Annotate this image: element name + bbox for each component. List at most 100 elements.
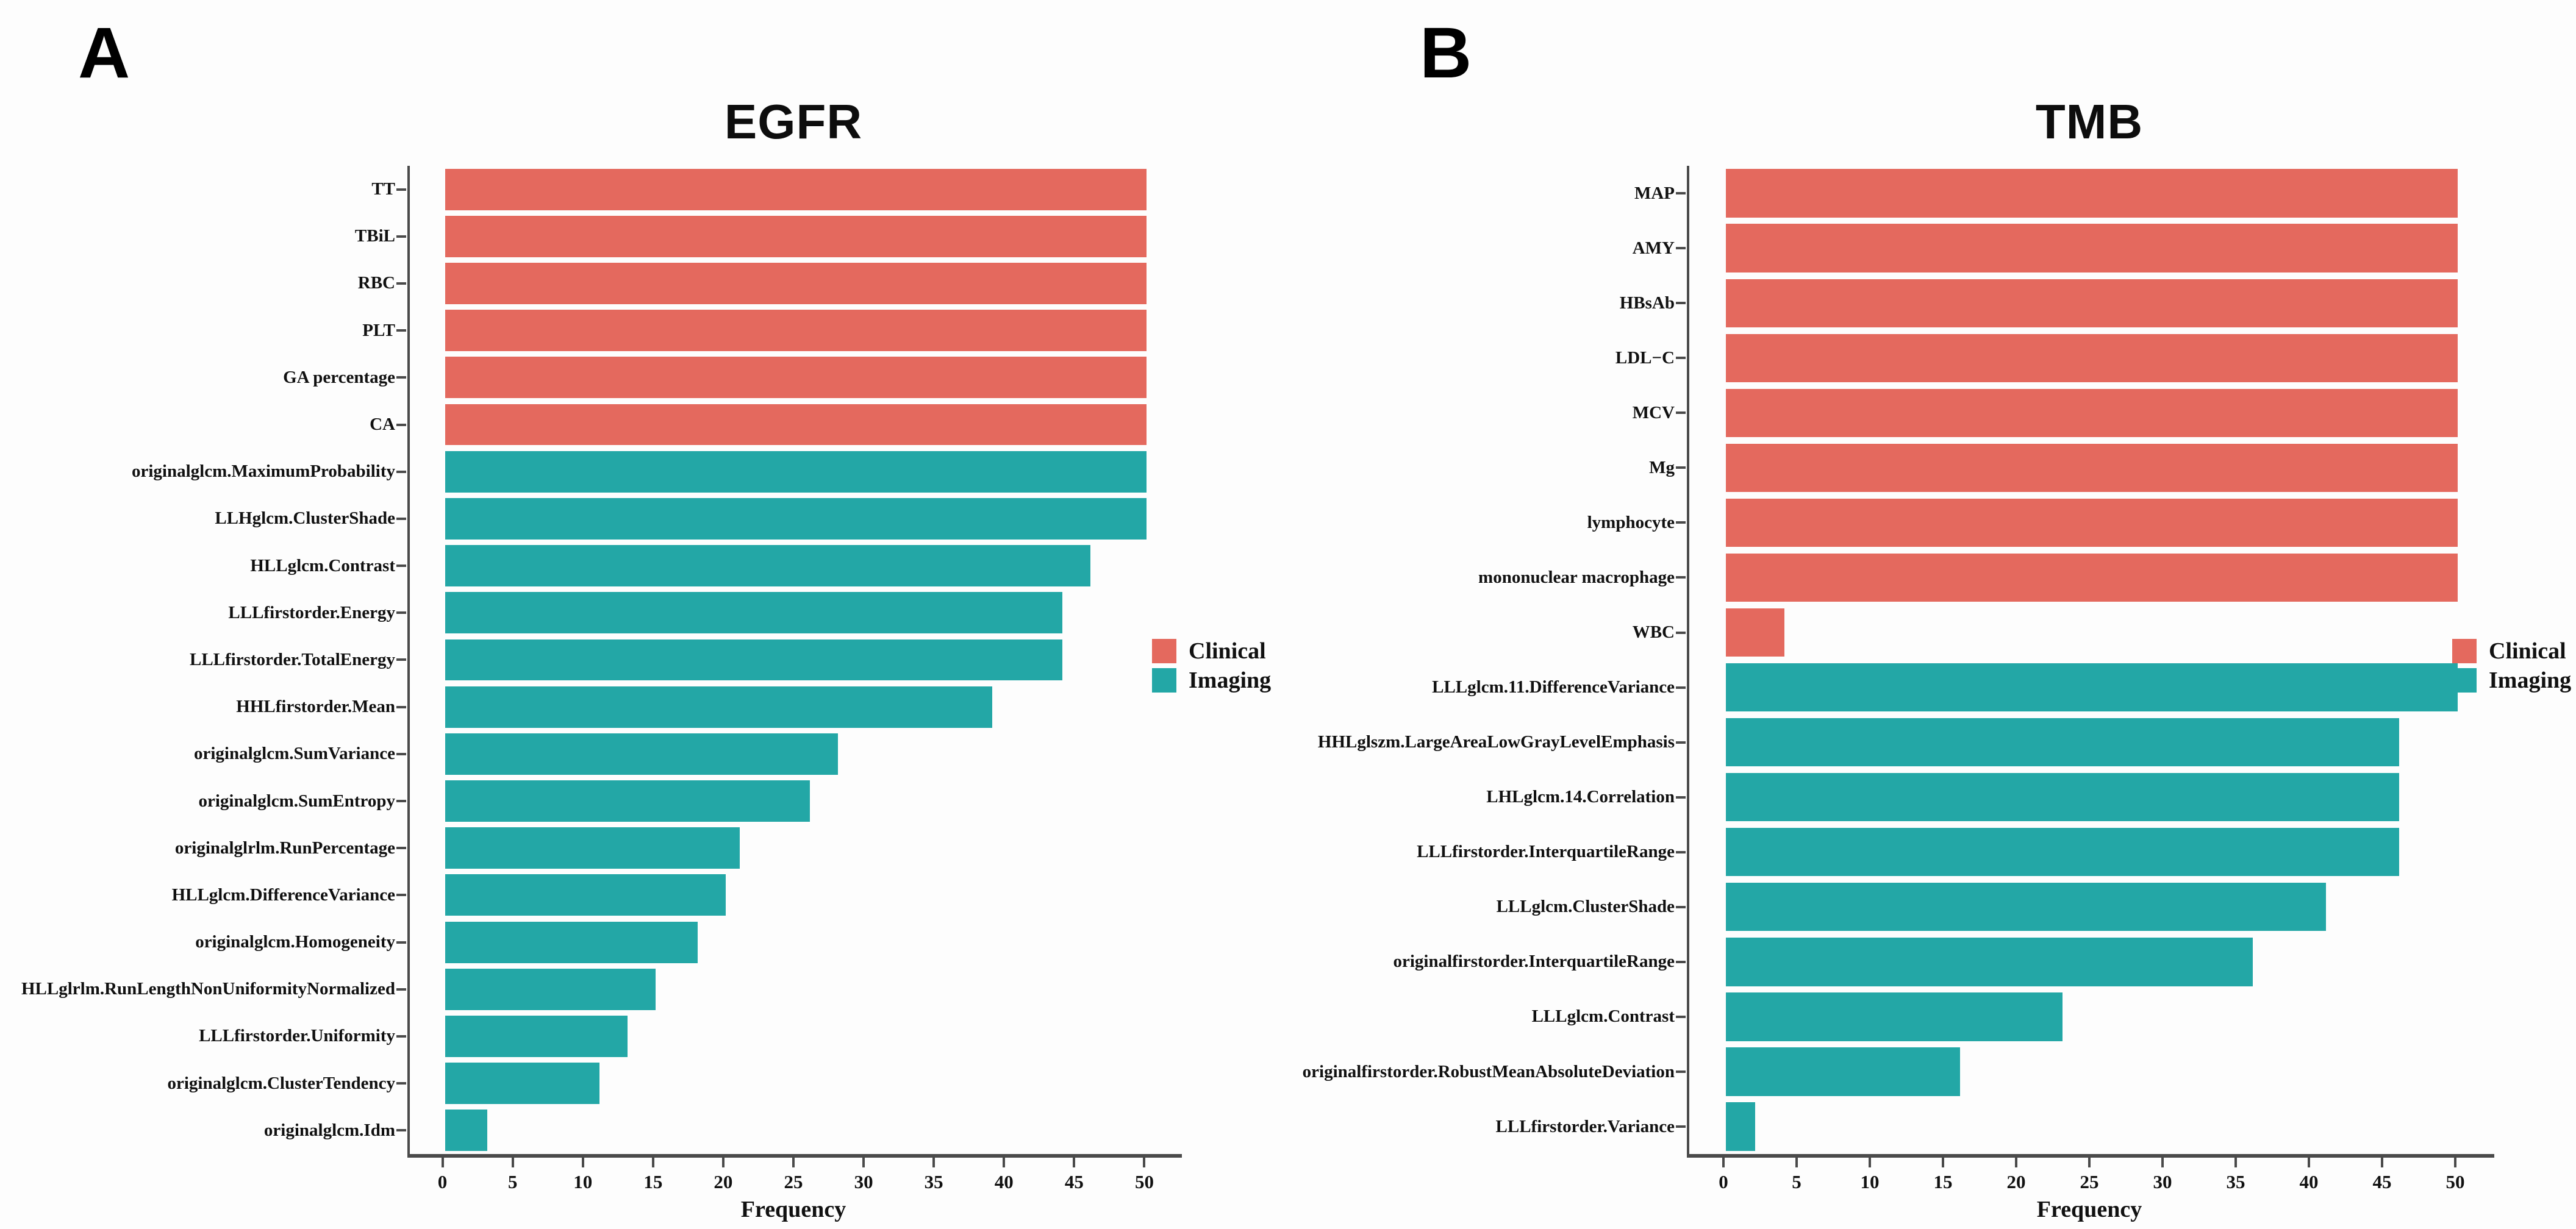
bar-row (1676, 385, 2494, 440)
y-axis-label: HLLglcm.DifferenceVariance (171, 885, 395, 905)
y-tick-mark (396, 188, 406, 191)
y-axis-label: Mg (1649, 457, 1675, 477)
bar-imaging (445, 733, 839, 775)
legend-label-imaging: Imaging (2489, 668, 2572, 693)
y-tick-mark (1676, 302, 1686, 305)
bar-row (396, 448, 1182, 495)
bar-imaging (1725, 718, 2399, 767)
y-axis-label: LLHglcm.ClusterShade (215, 508, 395, 529)
x-tick-label: 5 (507, 1171, 518, 1192)
y-axis-label: AMY (1632, 238, 1675, 258)
x-tick-mark (862, 1158, 865, 1167)
bar-clinical (1725, 279, 2458, 327)
y-axis-labels: TT TBiL RBC PLT GA percentage CA originalglcm.… (21, 166, 395, 1154)
x-axis: 0 5 10 15 20 25 30 35 40 45 50 (407, 1158, 1179, 1200)
legend-item-clinical: Clinical (1152, 639, 1271, 663)
y-tick-mark (1676, 1125, 1686, 1128)
x-tick-label: 0 (1719, 1171, 1728, 1192)
y-tick-mark (396, 1082, 406, 1085)
bar-clinical (1725, 224, 2458, 273)
bar-row (396, 730, 1182, 777)
x-tick-label: 15 (1933, 1171, 1953, 1192)
x-tick-label: 45 (1064, 1171, 1084, 1192)
bar-clinical (1725, 498, 2458, 547)
bar-row (1676, 989, 2494, 1044)
x-tick-mark (2234, 1158, 2237, 1167)
y-axis-label: LLLfirstorder.Uniformity (199, 1026, 395, 1046)
y-axis-label: RBC (357, 273, 395, 293)
y-tick-mark (1676, 850, 1686, 853)
x-tick-label: 30 (2153, 1171, 2172, 1192)
x-tick-mark (932, 1158, 936, 1167)
y-tick-mark (396, 376, 406, 379)
y-tick-mark (1676, 905, 1686, 908)
legend-label-imaging: Imaging (1189, 668, 1272, 693)
y-axis-labels: MAP AMY HBsAb LDL−C MCV Mg lymphocyte mononucle… (1281, 166, 1675, 1154)
bar-row (396, 919, 1182, 966)
bar-imaging (1725, 773, 2399, 822)
bar-row (396, 1107, 1182, 1154)
x-tick-label: 15 (643, 1171, 663, 1192)
bar-row (396, 590, 1182, 636)
bar-row (1676, 935, 2494, 989)
y-axis-label: LLLglcm.ClusterShade (1496, 897, 1675, 917)
x-tick-label: 25 (2080, 1171, 2099, 1192)
clinical-swatch (2452, 639, 2477, 663)
x-tick-mark (1795, 1158, 1798, 1167)
bar-row (1676, 605, 2494, 660)
x-tick-label: 50 (2445, 1171, 2465, 1192)
y-tick-mark (1676, 741, 1686, 744)
x-tick-label: 10 (1860, 1171, 1880, 1192)
y-tick-mark (1676, 960, 1686, 963)
x-tick-mark (2308, 1158, 2310, 1167)
bar-clinical (445, 404, 1147, 446)
y-tick-mark (396, 470, 406, 473)
legend-label-clinical: Clinical (1189, 638, 1266, 664)
bar-row (396, 401, 1182, 448)
panel-letter-b: B (1420, 13, 1472, 93)
bar-row (396, 872, 1182, 919)
bar-row (396, 825, 1182, 872)
y-axis-label: WBC (1632, 622, 1675, 643)
y-tick-mark (396, 1035, 406, 1038)
bar-clinical (1725, 553, 2458, 602)
bar-row (1676, 660, 2494, 715)
y-axis-label: LLLfirstorder.Energy (228, 602, 395, 622)
bar-row (1676, 825, 2494, 880)
x-tick-mark (1073, 1158, 1076, 1167)
x-tick-mark (441, 1158, 444, 1167)
x-tick-mark (2161, 1158, 2164, 1167)
y-axis-label: originalglcm.SumVariance (193, 744, 395, 764)
bar-row (396, 1013, 1182, 1060)
y-axis-label: HHLfirstorder.Mean (236, 697, 395, 717)
bar-clinical (445, 357, 1147, 399)
clinical-swatch (1152, 639, 1176, 663)
y-axis-label: LLLglcm.11.DifferenceVariance (1432, 677, 1675, 697)
bar-imaging (1725, 938, 2253, 986)
x-tick-mark (1942, 1158, 1944, 1167)
bar-row (396, 966, 1182, 1013)
x-tick-label: 20 (714, 1171, 733, 1192)
y-axis-label: lymphocyte (1587, 512, 1675, 532)
bar-row (396, 495, 1182, 542)
plot-area (396, 166, 1182, 1158)
y-tick-mark (396, 800, 406, 803)
y-tick-mark (1676, 796, 1686, 799)
bar-row (396, 166, 1182, 213)
bar-clinical (1725, 388, 2458, 437)
x-axis: 0 5 10 15 20 25 30 35 40 45 50 (1687, 1158, 2492, 1200)
y-axis-label: LLLfirstorder.TotalEnergy (190, 649, 395, 669)
bar-imaging (445, 639, 1063, 681)
x-tick-mark (1722, 1158, 1725, 1167)
y-axis-label: HLLglcm.Contrast (250, 555, 395, 575)
y-tick-mark (396, 658, 406, 661)
bar-imaging (1725, 1102, 1755, 1151)
x-axis-title: Frequency (2036, 1197, 2142, 1222)
bar-row (396, 1060, 1182, 1107)
y-tick-mark (396, 752, 406, 755)
bar-imaging (1725, 1047, 1960, 1096)
x-tick-mark (581, 1158, 584, 1167)
bar-row (1676, 770, 2494, 825)
y-axis-label: HLLglrlm.RunLengthNonUniformityNormalize… (21, 979, 395, 999)
bar-row (1676, 495, 2494, 550)
